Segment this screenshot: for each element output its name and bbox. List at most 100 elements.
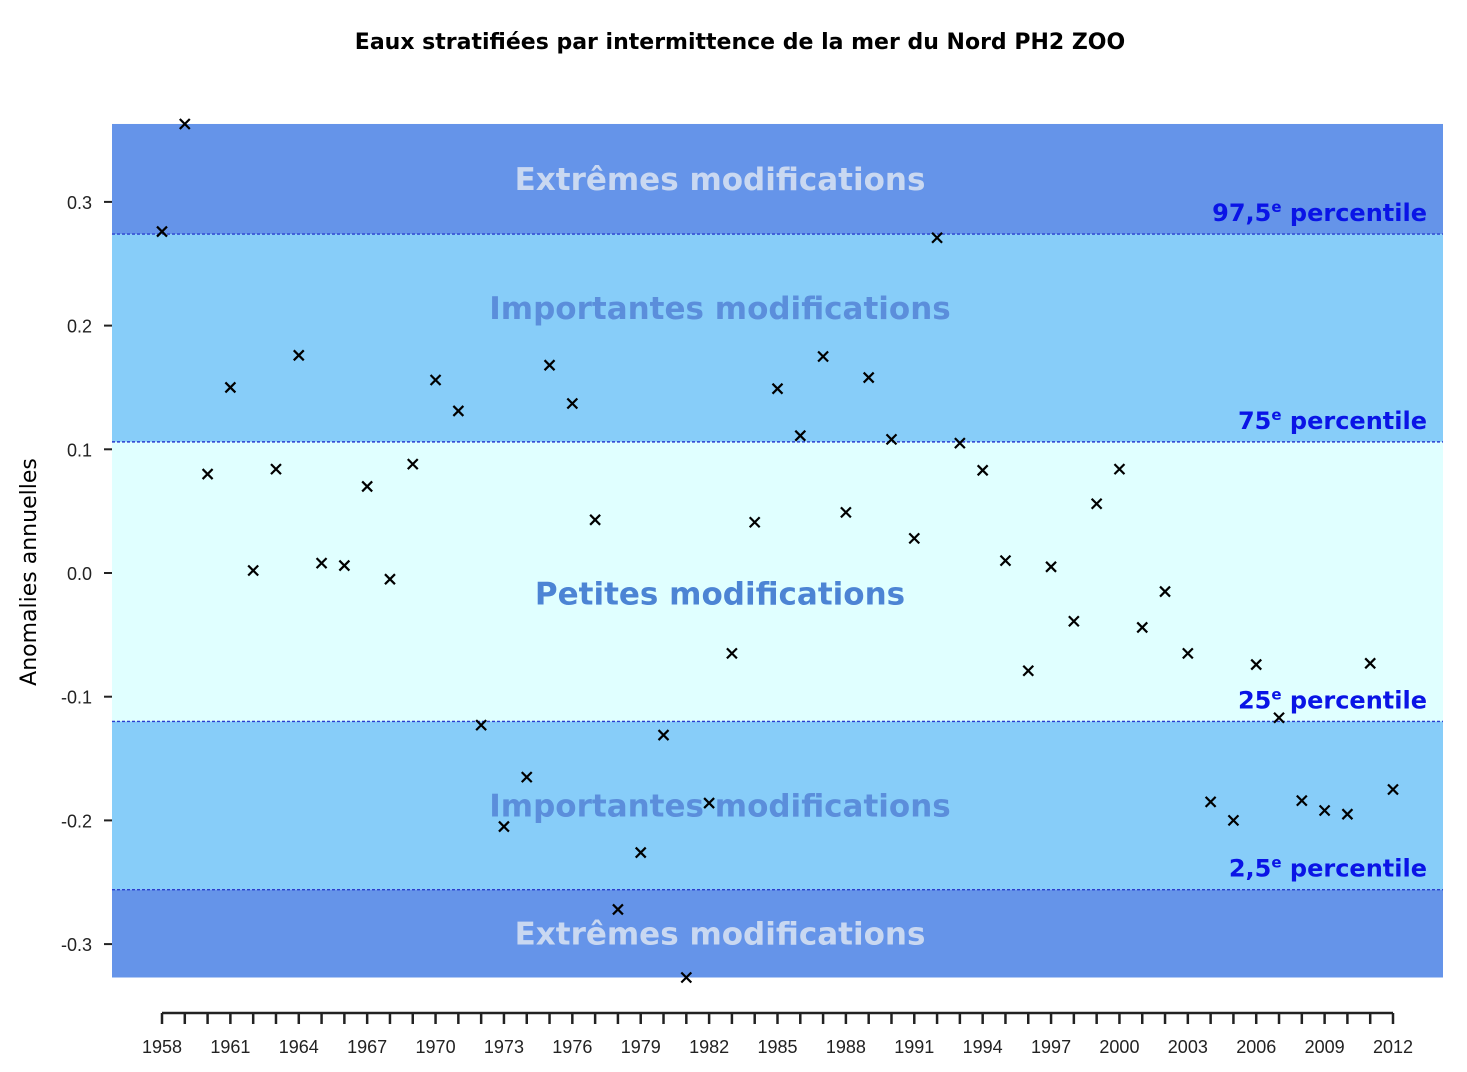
y-axis: 0.3 0.2 0.1 0.0 -0.1 -0.2 -0.3 xyxy=(61,193,112,955)
x-tick-label: 2009 xyxy=(1305,1037,1345,1057)
x-tick-label: 2000 xyxy=(1099,1037,1139,1057)
data-point-1998 xyxy=(1068,615,1080,628)
band-label: Importantes modifications xyxy=(489,789,950,825)
bands: Extrêmes modifications Importantes modifi… xyxy=(112,123,1443,978)
x-tick-label: 1973 xyxy=(484,1037,524,1057)
x-tick-label: 1991 xyxy=(894,1037,934,1057)
x-tick-label: 1976 xyxy=(552,1037,592,1057)
x-tick-label: 2006 xyxy=(1236,1037,1276,1057)
data-point-1995 xyxy=(999,554,1012,567)
data-point-1958 xyxy=(156,225,168,238)
data-point-2008 xyxy=(1296,794,1308,807)
data-point-1984 xyxy=(748,516,761,529)
data-point-1983 xyxy=(726,647,738,660)
data-point-2006 xyxy=(1250,658,1262,671)
threshold-label: 25e percentile xyxy=(1238,685,1427,714)
data-point-2000 xyxy=(1113,463,1126,475)
y-tick-label: -0.2 xyxy=(61,811,92,831)
data-point-1972 xyxy=(475,719,487,731)
data-point-2004 xyxy=(1204,796,1217,808)
data-point-1982 xyxy=(703,797,715,809)
x-tick-label: 1979 xyxy=(621,1037,661,1057)
y-tick-label: 0.3 xyxy=(67,193,92,213)
data-point-1986 xyxy=(794,429,807,442)
data-point-2003 xyxy=(1182,647,1194,660)
data-point-1977 xyxy=(589,514,601,526)
data-point-1990 xyxy=(885,433,898,446)
x-tick-label: 1964 xyxy=(279,1037,319,1057)
band-label: Extrêmes modifications xyxy=(515,917,926,953)
y-tick-label: -0.1 xyxy=(61,688,92,708)
x-tick-label: 1958 xyxy=(142,1037,182,1057)
band-label: Extrêmes modifications xyxy=(515,162,926,198)
data-point-1971 xyxy=(452,405,465,417)
data-point-1970 xyxy=(429,374,442,386)
data-point-1987 xyxy=(817,350,829,363)
x-tick-label: 1997 xyxy=(1031,1037,1071,1057)
data-point-1992 xyxy=(931,231,943,244)
data-point-1993 xyxy=(954,437,966,449)
data-point-1978 xyxy=(612,903,624,916)
data-point-1975 xyxy=(543,359,556,371)
data-point-1959 xyxy=(179,118,191,130)
data-point-2007 xyxy=(1273,711,1285,724)
x-tick-label: 1967 xyxy=(347,1037,387,1057)
thresholds: 97,5e percentile 75e percentile 25e percen… xyxy=(112,198,1443,891)
y-tick-label: 0.1 xyxy=(67,440,92,460)
data-point-2001 xyxy=(1136,621,1149,634)
data-point-1966 xyxy=(338,559,351,572)
band-label: Importantes modifications xyxy=(489,291,950,327)
x-tick-label: 1985 xyxy=(757,1037,797,1057)
data-point-1964 xyxy=(293,349,305,362)
threshold-label: 75e percentile xyxy=(1238,406,1427,435)
data-point-1963 xyxy=(270,463,282,475)
band-imp-3 xyxy=(112,721,1443,890)
x-tick-label: 1982 xyxy=(689,1037,729,1057)
band-imp-1 xyxy=(112,234,1443,442)
threshold-label: 97,5e percentile xyxy=(1212,198,1427,227)
y-axis-label: Anomalies annuelles xyxy=(17,458,42,686)
data-point-1973 xyxy=(498,820,510,833)
data-point-2011 xyxy=(1364,657,1376,670)
band-ext-4 xyxy=(112,889,1443,978)
data-point-2009 xyxy=(1318,804,1331,817)
data-point-1997 xyxy=(1045,561,1057,573)
data-point-2005 xyxy=(1227,814,1240,827)
data-point-2002 xyxy=(1159,585,1171,598)
data-point-1960 xyxy=(201,468,214,480)
data-point-1988 xyxy=(840,506,852,519)
data-point-1961 xyxy=(224,381,237,394)
data-point-2010 xyxy=(1341,808,1354,820)
chart-title: Eaux stratifiées par intermittence de la… xyxy=(355,30,1125,55)
threshold-label: 2,5e percentile xyxy=(1229,854,1427,883)
data-point-1979 xyxy=(634,846,647,859)
data-point-1968 xyxy=(384,573,396,585)
data-point-1999 xyxy=(1090,497,1103,510)
data-point-1994 xyxy=(976,464,989,477)
data-point-1967 xyxy=(361,480,373,493)
band-ext-0 xyxy=(112,123,1443,235)
data-point-1980 xyxy=(657,729,670,741)
data-point-1974 xyxy=(520,771,533,783)
data-points xyxy=(156,118,1399,984)
data-point-1985 xyxy=(771,382,784,395)
y-tick-label: 0.0 xyxy=(67,564,92,584)
x-tick-label: 1961 xyxy=(210,1037,250,1057)
data-point-1965 xyxy=(315,557,328,569)
x-tick-label: 2012 xyxy=(1373,1037,1413,1057)
data-point-1989 xyxy=(862,371,875,384)
x-tick-label: 2003 xyxy=(1168,1037,1208,1057)
x-tick-label: 1994 xyxy=(963,1037,1003,1057)
data-point-1969 xyxy=(406,458,419,470)
x-tick-label: 1970 xyxy=(416,1037,456,1057)
data-point-1991 xyxy=(908,532,921,545)
y-tick-label: -0.3 xyxy=(61,935,92,955)
band-label: Petites modifications xyxy=(535,577,905,613)
y-tick-label: 0.2 xyxy=(67,317,92,337)
x-axis: 1958 1961 1964 1967 1970 1973 1976 1979 1982 1985… xyxy=(142,1011,1413,1057)
band-pet-2 xyxy=(112,441,1443,722)
data-point-1981 xyxy=(680,971,693,984)
data-point-1996 xyxy=(1022,664,1035,677)
data-point-1976 xyxy=(566,397,579,410)
